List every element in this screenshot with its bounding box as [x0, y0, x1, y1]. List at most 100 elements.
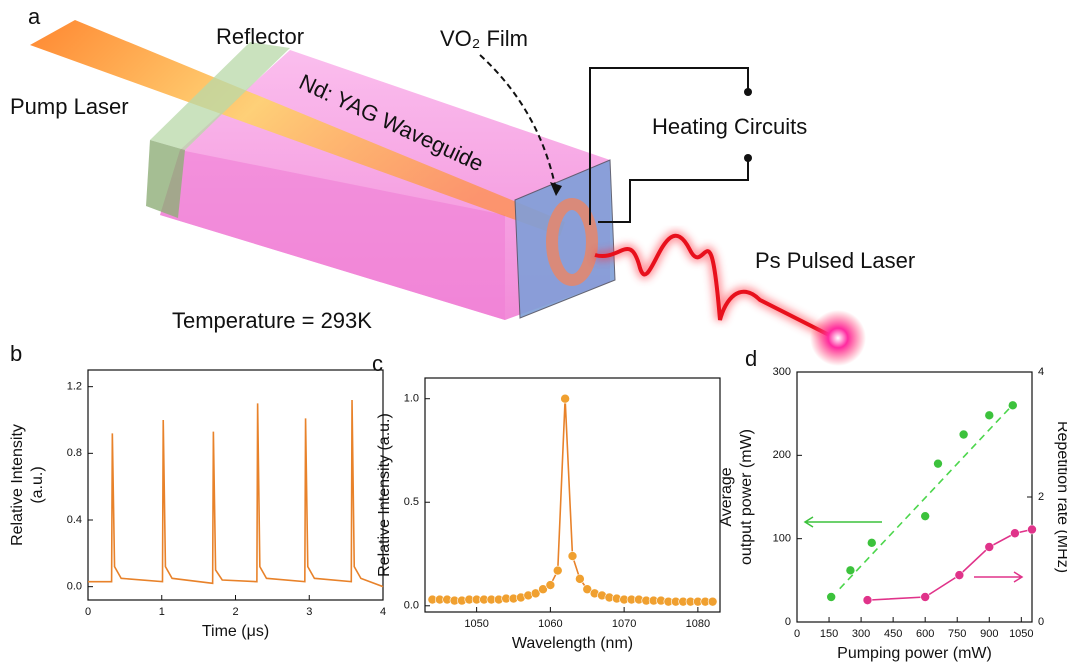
- y-tick-label: 0.8: [67, 447, 82, 459]
- marker: [826, 592, 836, 602]
- y2-tick-label: 0: [1038, 616, 1044, 628]
- marker: [984, 542, 995, 552]
- pump-beam: [30, 20, 565, 236]
- y-tick-label: 1.2: [67, 381, 82, 393]
- laser: [594, 233, 836, 340]
- reflector: [150, 42, 290, 150]
- panel-label: a: [28, 4, 41, 29]
- x-axis-label: Wavelength (nm): [512, 635, 633, 652]
- marker: [560, 393, 570, 404]
- x-tick-label: 600: [916, 628, 934, 640]
- y-axis-label: output power (mW): [738, 429, 755, 565]
- marker: [545, 580, 556, 590]
- marker: [920, 511, 930, 521]
- x-tick-label: 1080: [686, 618, 710, 630]
- plot-frame: [87, 369, 384, 601]
- x-tick-label: 450: [884, 628, 902, 640]
- marker: [575, 574, 585, 584]
- x-tick-label: 1050: [1009, 628, 1033, 640]
- chart: d 0 150 300 450 600 750 900 1050 0 100 200 300 0 2 4 Pum…: [718, 346, 1067, 662]
- y2-axis-label: Repetition rate (MHz): [1054, 421, 1067, 573]
- marker: [920, 592, 930, 602]
- x-tick-label: 150: [820, 628, 838, 640]
- plot-frame: [424, 377, 721, 613]
- x-tick-label: 0: [85, 606, 91, 618]
- x-tick-label: 3: [306, 606, 312, 618]
- x-tick-label: 4: [380, 606, 386, 618]
- y-axis-label: (a.u.): [29, 466, 46, 503]
- label: Heating Circuits: [652, 114, 807, 139]
- y2-tick-label: 4: [1038, 366, 1044, 378]
- arrow: [974, 571, 1024, 583]
- arrow: [803, 516, 882, 528]
- label: VO₂ Film: [440, 26, 528, 51]
- marker: [862, 595, 873, 605]
- x-tick-label: 1050: [464, 618, 488, 630]
- ring: [546, 198, 598, 286]
- label: Ps Pulsed Laser: [755, 248, 915, 273]
- plot-frame: [796, 371, 1033, 623]
- x-tick-label: 750: [948, 628, 966, 640]
- marker: [582, 584, 593, 595]
- diagram: a Reflector Pump Laser VO₂ Film Nd: YAG …: [10, 4, 915, 366]
- marker: [1027, 524, 1037, 535]
- label: Temperature = 293K: [172, 308, 372, 333]
- y-tick-label: 100: [773, 533, 791, 545]
- x-axis-label: Pumping power (mW): [837, 645, 992, 662]
- x-tick-label: 1: [159, 606, 165, 618]
- series-line: [432, 398, 713, 603]
- y-tick-label: 0.0: [404, 600, 419, 612]
- marker: [1010, 528, 1020, 539]
- x-tick-label: 1070: [612, 618, 636, 630]
- chart: c 1050 1060 1070 1080 0.0 0.5 1.0 Wavelength (nm…: [372, 351, 721, 652]
- marker: [954, 570, 965, 580]
- waveguide-face: [160, 150, 505, 320]
- x-tick-label: 2: [232, 606, 238, 618]
- label: Pump Laser: [10, 94, 129, 119]
- terminal: [744, 154, 752, 162]
- y-tick-label: 1.0: [404, 393, 419, 405]
- y-tick-label: 0: [785, 616, 791, 628]
- marker: [866, 538, 877, 548]
- x-tick-label: 900: [980, 628, 998, 640]
- marker: [530, 588, 541, 599]
- wire: [589, 67, 749, 225]
- marker: [845, 565, 856, 576]
- marker: [538, 584, 548, 595]
- marker: [707, 596, 718, 607]
- arrowhead: [550, 182, 562, 196]
- marker: [567, 551, 578, 561]
- x-tick-label: 0: [794, 628, 800, 640]
- series-line: [839, 406, 1012, 590]
- y-axis-label: Relative Intensity: [9, 424, 26, 546]
- y-tick-label: 0.5: [404, 496, 419, 508]
- marker: [958, 429, 969, 440]
- marker: [933, 458, 943, 469]
- panel-label: c: [372, 351, 383, 376]
- spark: [810, 310, 866, 366]
- reflector-side: [146, 140, 185, 218]
- terminal: [744, 88, 752, 96]
- x-tick-label: 300: [852, 628, 870, 640]
- marker: [984, 410, 995, 421]
- y2-tick-label: 2: [1038, 491, 1044, 503]
- y-tick-label: 0.4: [67, 514, 82, 526]
- chart: b 0 1 2 3 4 0.0 0.4 0.8 1.2 Time (μs) Relative Inte…: [9, 341, 386, 640]
- wire: [598, 158, 749, 223]
- x-axis-label: Time (μs): [202, 623, 269, 640]
- marker: [1007, 400, 1018, 411]
- y-axis-label: Average: [718, 467, 735, 526]
- x-tick-label: 1060: [538, 618, 562, 630]
- y-tick-label: 0.0: [67, 581, 82, 593]
- series-line: [88, 399, 384, 588]
- y-axis-label: Relative Intensity (a.u.): [376, 413, 393, 577]
- series-line: [867, 528, 1033, 601]
- label: Reflector: [216, 24, 304, 49]
- y-tick-label: 300: [773, 366, 791, 378]
- y-tick-label: 200: [773, 449, 791, 461]
- marker: [552, 565, 563, 576]
- panel-label: b: [10, 341, 22, 366]
- panel-label: d: [745, 346, 757, 371]
